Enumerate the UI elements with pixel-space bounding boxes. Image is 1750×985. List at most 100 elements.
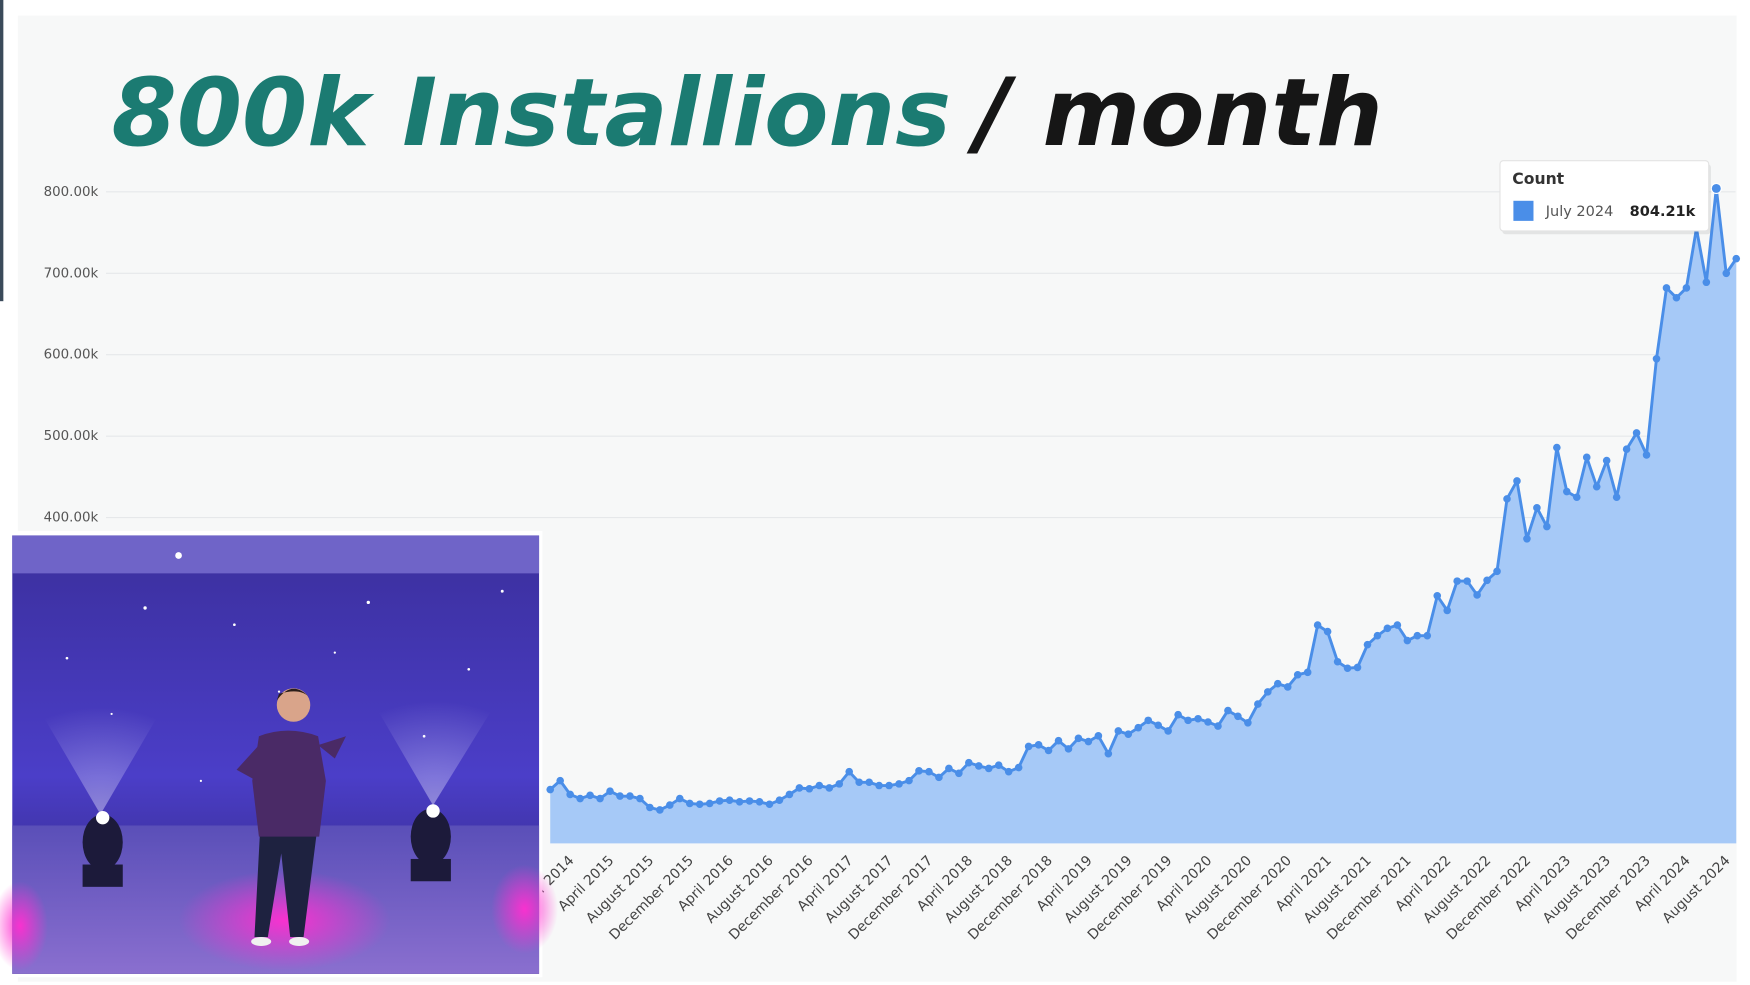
point	[556, 776, 564, 785]
point	[1224, 706, 1232, 715]
point	[1572, 493, 1581, 502]
point	[695, 800, 704, 809]
point	[1323, 627, 1332, 636]
point	[666, 801, 674, 809]
point	[705, 799, 714, 808]
point	[646, 803, 654, 812]
point	[1144, 716, 1153, 725]
point	[1563, 487, 1571, 496]
chart-title: 800k Installions / month	[112, 59, 1383, 168]
point	[546, 785, 555, 794]
point	[1184, 716, 1192, 725]
point	[955, 769, 963, 778]
point	[1403, 636, 1412, 645]
point	[1234, 712, 1242, 721]
edge	[0, 0, 4, 302]
point	[1214, 722, 1222, 730]
point	[1094, 732, 1103, 740]
point	[1373, 631, 1382, 640]
point	[1164, 727, 1172, 735]
point	[1114, 727, 1123, 735]
area	[550, 188, 1737, 844]
point	[1293, 670, 1302, 679]
point	[1533, 504, 1541, 512]
point	[994, 761, 1003, 769]
stage-top	[12, 535, 540, 574]
point	[1174, 710, 1182, 719]
speaker	[236, 688, 346, 946]
point	[1642, 451, 1651, 459]
point	[1672, 293, 1681, 302]
point	[1622, 445, 1631, 453]
point	[626, 792, 634, 800]
point	[1134, 723, 1143, 732]
point	[785, 790, 794, 799]
y-tick-label: 800.00k	[44, 185, 99, 200]
point	[1303, 668, 1312, 677]
point	[765, 800, 774, 809]
point	[1732, 254, 1741, 263]
point	[1413, 631, 1422, 640]
point	[755, 798, 764, 806]
point	[1682, 284, 1691, 292]
point	[974, 762, 983, 770]
point	[965, 758, 973, 767]
point	[865, 778, 873, 787]
pink-glow	[178, 870, 391, 971]
point	[1722, 269, 1731, 278]
stars	[65, 552, 504, 782]
point	[1463, 577, 1471, 585]
point	[656, 806, 664, 814]
point	[845, 767, 854, 776]
point	[1273, 679, 1282, 688]
point	[1313, 621, 1322, 629]
point	[606, 787, 614, 796]
point	[1244, 719, 1252, 727]
tooltip: Count July 2024 804.21k	[1499, 160, 1711, 235]
point	[1582, 453, 1591, 462]
point	[1602, 456, 1611, 465]
point	[1074, 734, 1083, 743]
point	[1154, 721, 1162, 730]
video-inset	[0, 530, 559, 978]
point	[1523, 534, 1531, 543]
point	[1054, 736, 1063, 745]
stage-lights	[82, 808, 451, 887]
point	[725, 796, 734, 804]
point	[1254, 700, 1262, 708]
tooltip-title: Count	[1512, 170, 1564, 188]
point	[925, 767, 933, 776]
point	[1084, 737, 1093, 746]
point	[1652, 355, 1661, 363]
point	[1044, 746, 1053, 755]
point	[855, 778, 863, 787]
y-tick-label: 500.00k	[44, 429, 99, 444]
point	[825, 784, 834, 792]
lamp	[95, 810, 110, 825]
point	[685, 799, 694, 808]
point	[1503, 495, 1511, 503]
light-beam	[357, 674, 514, 806]
point	[1014, 763, 1023, 772]
point	[636, 794, 644, 803]
point	[984, 764, 993, 773]
point	[1433, 591, 1442, 600]
tooltip-swatch	[1513, 200, 1534, 221]
point	[1513, 477, 1521, 485]
point	[1612, 493, 1621, 502]
point	[1333, 657, 1342, 666]
point	[815, 781, 824, 790]
point	[1034, 741, 1043, 749]
point	[1632, 429, 1641, 437]
tooltip-box	[1499, 160, 1710, 232]
y-tick-label: 400.00k	[44, 511, 99, 526]
point	[795, 784, 804, 792]
point	[915, 767, 923, 775]
point	[715, 797, 724, 805]
point	[835, 780, 844, 788]
point	[745, 797, 754, 805]
title-rest: / month	[966, 59, 1383, 168]
point	[675, 794, 684, 803]
highlight-point	[1710, 182, 1722, 195]
point	[1283, 683, 1292, 691]
